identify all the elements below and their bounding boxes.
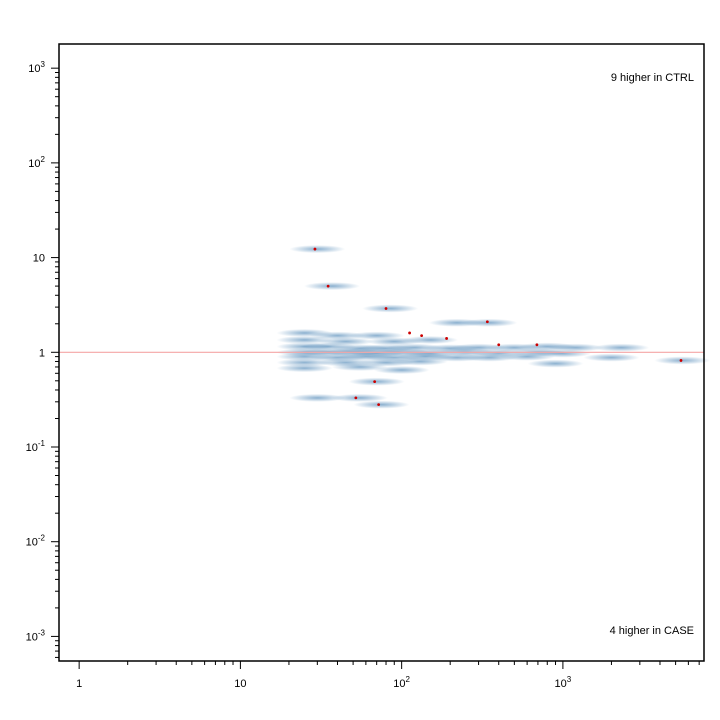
density-blob — [461, 318, 518, 327]
outlier-point — [326, 284, 330, 288]
density-blob — [527, 359, 584, 368]
x-tick-label: 102 — [393, 675, 410, 690]
y-tick-label: 10 — [33, 253, 45, 265]
density-blob — [392, 357, 449, 366]
y-tick-label: 1 — [39, 347, 45, 359]
density-blob — [276, 358, 333, 367]
y-tick-label: 102 — [28, 155, 45, 170]
annotation-higher-ctrl: 9 higher in CTRL — [611, 72, 694, 84]
density-layer — [276, 245, 711, 409]
density-blob — [276, 364, 333, 373]
outlier-point — [377, 403, 381, 407]
density-blob — [289, 245, 346, 254]
outlier-point — [354, 396, 358, 400]
outlier-point — [313, 247, 317, 251]
y-tick-label: 10-2 — [26, 534, 46, 549]
density-blob — [499, 352, 556, 361]
density-blob — [353, 400, 410, 409]
x-tick-label: 10 — [234, 678, 246, 690]
y-tick-label: 10-1 — [26, 439, 46, 454]
outlier-point — [535, 343, 539, 347]
density-blob — [289, 393, 346, 402]
outlier-layer — [313, 247, 683, 407]
density-blob — [362, 304, 419, 313]
density-blob — [348, 377, 405, 386]
density-blob — [583, 353, 640, 362]
density-blob — [331, 393, 388, 402]
outlier-point — [679, 359, 683, 362]
y-tick-label: 10-3 — [26, 628, 46, 643]
density-blob — [373, 366, 430, 375]
density-blob — [593, 343, 650, 352]
x-tick-label: 103 — [555, 675, 572, 690]
outlier-point — [373, 380, 377, 384]
outlier-point — [485, 320, 489, 324]
outlier-point — [384, 307, 388, 310]
density-blob — [304, 282, 361, 291]
axis-layer: 1 10 102 103 10-3 10-2 10-1 1 10 102 103 — [26, 60, 700, 690]
outlier-point — [420, 334, 424, 338]
annotation-higher-case: 4 higher in CASE — [610, 625, 694, 637]
density-blob — [402, 335, 459, 344]
outlier-point — [408, 331, 411, 335]
x-tick-label: 1 — [76, 678, 82, 690]
outlier-point — [445, 337, 448, 340]
outlier-point — [497, 343, 501, 347]
density-blob — [331, 362, 388, 371]
y-tick-label: 103 — [28, 60, 45, 75]
